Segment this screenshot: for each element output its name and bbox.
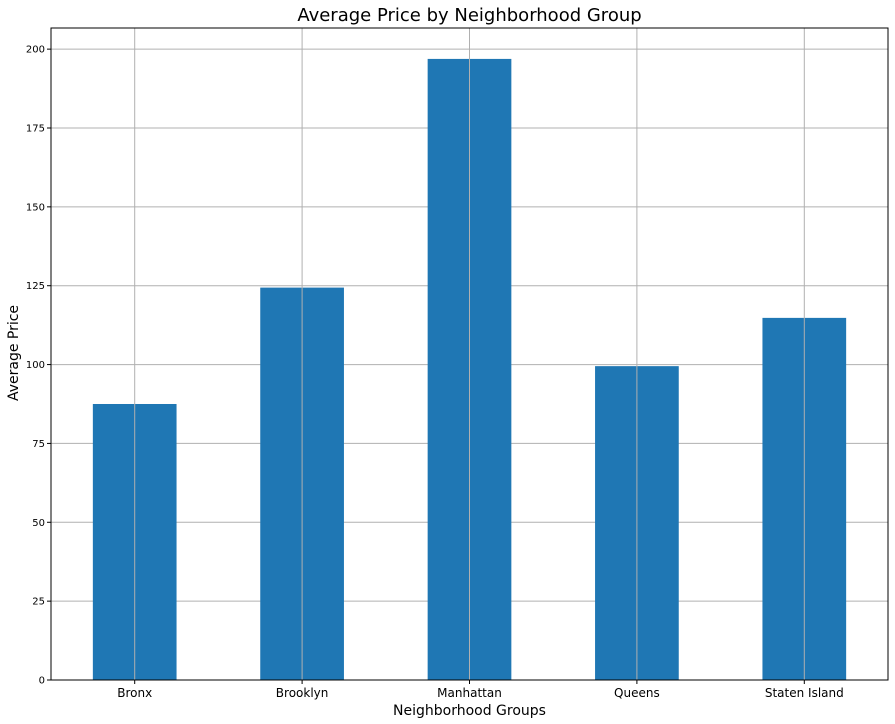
x-tick-label: Manhattan (437, 686, 502, 700)
x-tick-label: Staten Island (765, 686, 844, 700)
y-axis-label: Average Price (6, 305, 22, 401)
x-tick-label: Queens (614, 686, 660, 700)
vertical-grid-lines (134, 28, 805, 680)
x-axis-label: Neighborhood Groups (393, 703, 546, 719)
y-tick-label: 150 (26, 202, 45, 213)
y-tick-label: 50 (32, 518, 45, 529)
y-tick-label: 75 (32, 439, 45, 450)
x-axis-ticks: Bronx Brooklyn Manhattan Queens Staten Islan… (117, 680, 844, 700)
y-tick-label: 100 (26, 360, 45, 371)
y-tick-label: 0 (39, 676, 45, 687)
y-tick-label: 175 (26, 123, 45, 134)
x-tick-label: Bronx (117, 686, 152, 700)
y-tick-label: 200 (26, 45, 45, 56)
x-tick-label: Brooklyn (276, 686, 329, 700)
y-tick-label: 25 (32, 597, 45, 608)
chart-title: Average Price by Neighborhood Group (297, 5, 641, 26)
y-axis-ticks: 0 25 50 75 100 125 150 175 200 (26, 45, 51, 687)
y-tick-label: 125 (26, 281, 45, 292)
